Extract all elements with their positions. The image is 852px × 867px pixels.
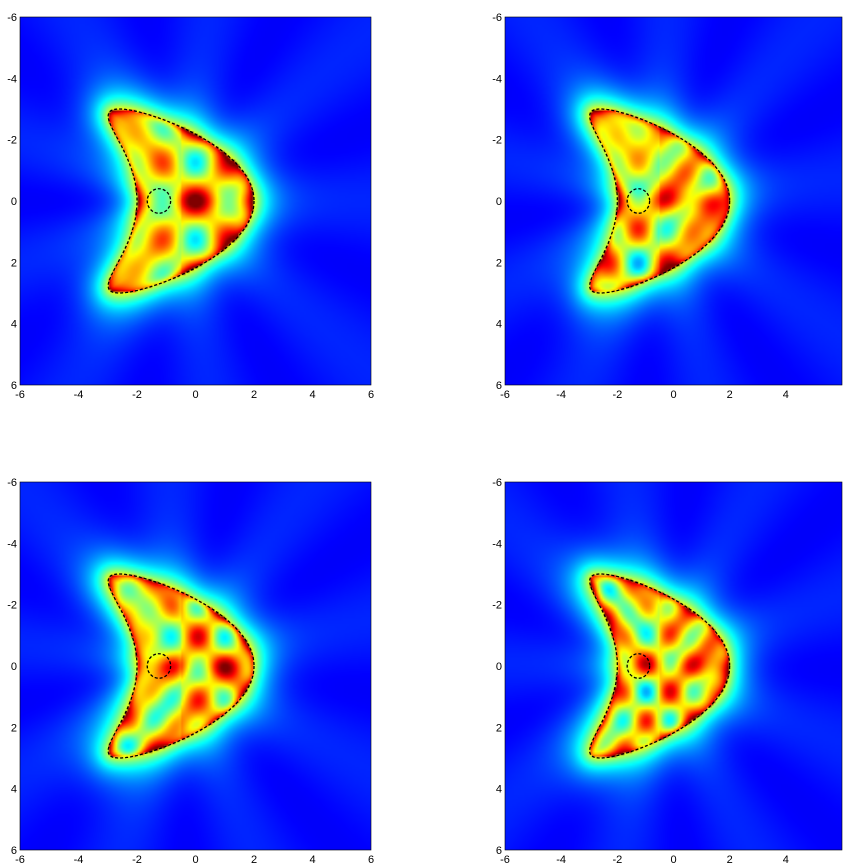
kite-boundary [589, 573, 731, 759]
y-tick-label: -2 [7, 135, 17, 147]
y-tick-label: 0 [11, 196, 17, 208]
x-tick-label: -2 [132, 854, 142, 866]
x-tick-label: 0 [670, 854, 676, 866]
x-tick-label: 6 [368, 854, 374, 866]
kite-boundary [107, 573, 255, 759]
inner-circle [626, 653, 651, 679]
y-tick-label: 2 [11, 257, 17, 269]
x-tick-label: 4 [783, 389, 789, 401]
x-tick-label: 0 [192, 854, 198, 866]
heatmap-panel-2: -6 -4 -2 0 2 4 -6 -4 -2 0 2 4 6 [492, 12, 843, 401]
inner-circle [146, 188, 172, 214]
axes-frame [19, 481, 372, 851]
inner-circle [146, 653, 172, 679]
y-tick-label: 4 [11, 319, 17, 331]
x-tick-label: -2 [132, 389, 142, 401]
y-tick-label: -4 [7, 73, 17, 85]
axes-frame [19, 16, 372, 386]
x-tick-label: -2 [612, 389, 622, 401]
x-tick-label: 0 [192, 389, 198, 401]
inner-circle [626, 188, 651, 214]
y-tick-label: 0 [11, 661, 17, 673]
heatmap-image [505, 17, 842, 385]
y-tick-label: -4 [492, 538, 502, 550]
x-tick-label: -6 [15, 389, 25, 401]
x-tick-label: -4 [74, 854, 84, 866]
x-tick-label: -4 [556, 854, 566, 866]
heatmap-image [505, 482, 842, 850]
axes-frame [504, 16, 843, 386]
x-tick-label: 4 [309, 389, 315, 401]
y-tick-label: -6 [7, 12, 17, 24]
x-tick-label: 2 [727, 854, 733, 866]
y-tick-label: 2 [496, 722, 502, 734]
heatmap-panel-4: -6 -4 -2 0 2 4 -6 -4 -2 0 2 4 6 [492, 477, 843, 866]
x-tick-label: -6 [15, 854, 25, 866]
heatmap-image [20, 17, 371, 385]
y-tick-label: -4 [7, 538, 17, 550]
y-tick-label: 4 [496, 319, 502, 331]
y-tick-label: 0 [496, 661, 502, 673]
x-tick-label: -4 [556, 389, 566, 401]
y-tick-label: 2 [11, 722, 17, 734]
y-tick-label: 6 [11, 845, 17, 857]
x-tick-label: -6 [500, 854, 510, 866]
y-tick-label: -6 [492, 12, 502, 24]
x-tick-label: 2 [727, 389, 733, 401]
x-tick-label: 6 [368, 389, 374, 401]
x-tick-label: 2 [251, 389, 257, 401]
y-tick-label: 6 [496, 845, 502, 857]
y-tick-label: -6 [492, 477, 502, 489]
kite-boundary [107, 108, 255, 294]
x-tick-label: -4 [74, 389, 84, 401]
kite-boundary [589, 108, 731, 294]
y-tick-label: -2 [492, 600, 502, 612]
x-tick-label: 2 [251, 854, 257, 866]
y-tick-label: -2 [7, 600, 17, 612]
y-tick-label: 4 [11, 784, 17, 796]
x-tick-label: -2 [612, 854, 622, 866]
y-tick-label: 6 [11, 380, 17, 392]
y-tick-label: 6 [496, 380, 502, 392]
y-tick-label: 2 [496, 257, 502, 269]
x-tick-label: 4 [309, 854, 315, 866]
y-tick-label: 4 [496, 784, 502, 796]
x-tick-label: 4 [783, 854, 789, 866]
y-tick-label: -4 [492, 73, 502, 85]
y-tick-label: 0 [496, 196, 502, 208]
y-tick-label: -2 [492, 135, 502, 147]
y-tick-label: -6 [7, 477, 17, 489]
axes-frame [504, 481, 843, 851]
heatmap-image [20, 482, 371, 850]
x-tick-label: -6 [500, 389, 510, 401]
x-tick-label: 0 [670, 389, 676, 401]
